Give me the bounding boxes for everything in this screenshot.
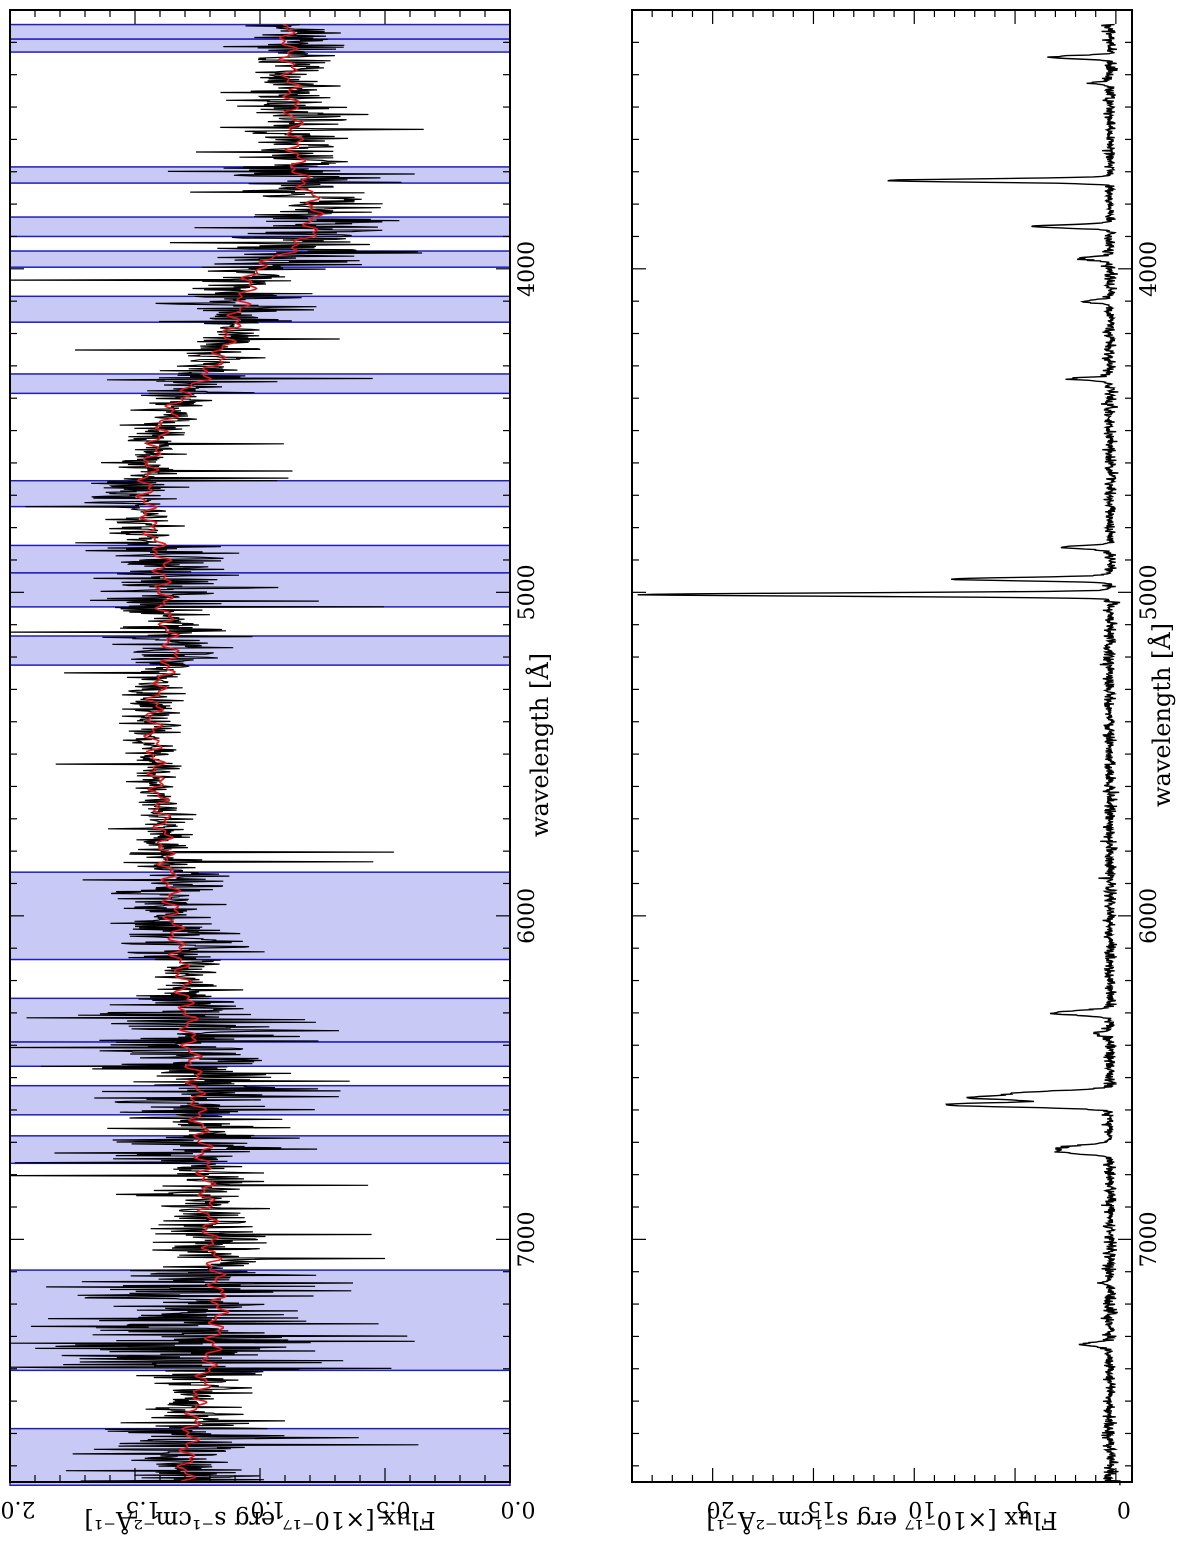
top-axis-ticks [9,9,511,1482]
bottom-y-tick-label: 0 [1117,1496,1131,1521]
bottom-y-tick-label: 15 [807,1496,835,1521]
top-x-tick-label: 5000 [515,564,540,620]
top-y-tick-label: 0.0 [501,1496,536,1521]
model-fit-line [134,23,325,1483]
bottom-plot-frame [631,9,1133,1483]
masked-region [9,871,511,961]
top-tick-labels: 4000 5000 6000 7000 0.0 0.5 1.0 1.5 2.0 [1,241,541,1521]
top-x-tick-label: 4000 [515,241,540,297]
top-y-axis-label: Flux [×10⁻¹⁷ erg s⁻¹cm⁻²Å⁻¹] [84,1506,435,1535]
top-x-axis-label: wavelength [Å] [525,653,554,837]
top-y-tick-label: 2.0 [1,1496,36,1521]
top-spectrum-lines [9,23,424,1483]
top-y-tick-label: 0.5 [376,1496,411,1521]
top-spectrum-panel: 4000 5000 6000 7000 0.0 0.5 1.0 1.5 2.0 waveleng… [1,9,554,1535]
bottom-y-tick-label: 5 [1016,1496,1030,1521]
bottom-x-tick-label: 6000 [1137,888,1162,944]
bottom-spectrum-lines [637,23,1121,1486]
masked-regions [9,23,511,1486]
observed-spectrum-line [9,24,424,1483]
bottom-y-tick-label: 10 [908,1496,936,1521]
top-y-tick-label: 1.0 [251,1496,286,1521]
masked-region [9,1041,511,1068]
bottom-axis-ticks [631,9,1132,1482]
bottom-x-tick-label: 7000 [1137,1211,1162,1267]
masked-region [9,38,511,53]
bottom-y-axis-label: Flux [×10⁻¹⁷ erg s⁻¹cm⁻²Å⁻¹] [706,1506,1057,1535]
top-y-tick-label: 1.5 [126,1496,161,1521]
masked-region [9,373,511,395]
bottom-y-tick-label: 20 [707,1496,735,1521]
bottom-x-axis-label: wavelength [Å] [1147,623,1176,807]
masked-region [9,544,511,574]
top-x-tick-label: 6000 [515,888,540,944]
masked-region [9,635,511,666]
emission-spectrum-line [637,23,1121,1486]
bottom-x-tick-label: 4000 [1137,241,1162,297]
bottom-tick-labels: 4000 5000 6000 7000 0 5 10 15 20 [707,241,1162,1521]
top-x-tick-label: 7000 [515,1211,540,1267]
top-plot-frame [9,9,511,1483]
bottom-x-tick-label: 5000 [1137,564,1162,620]
